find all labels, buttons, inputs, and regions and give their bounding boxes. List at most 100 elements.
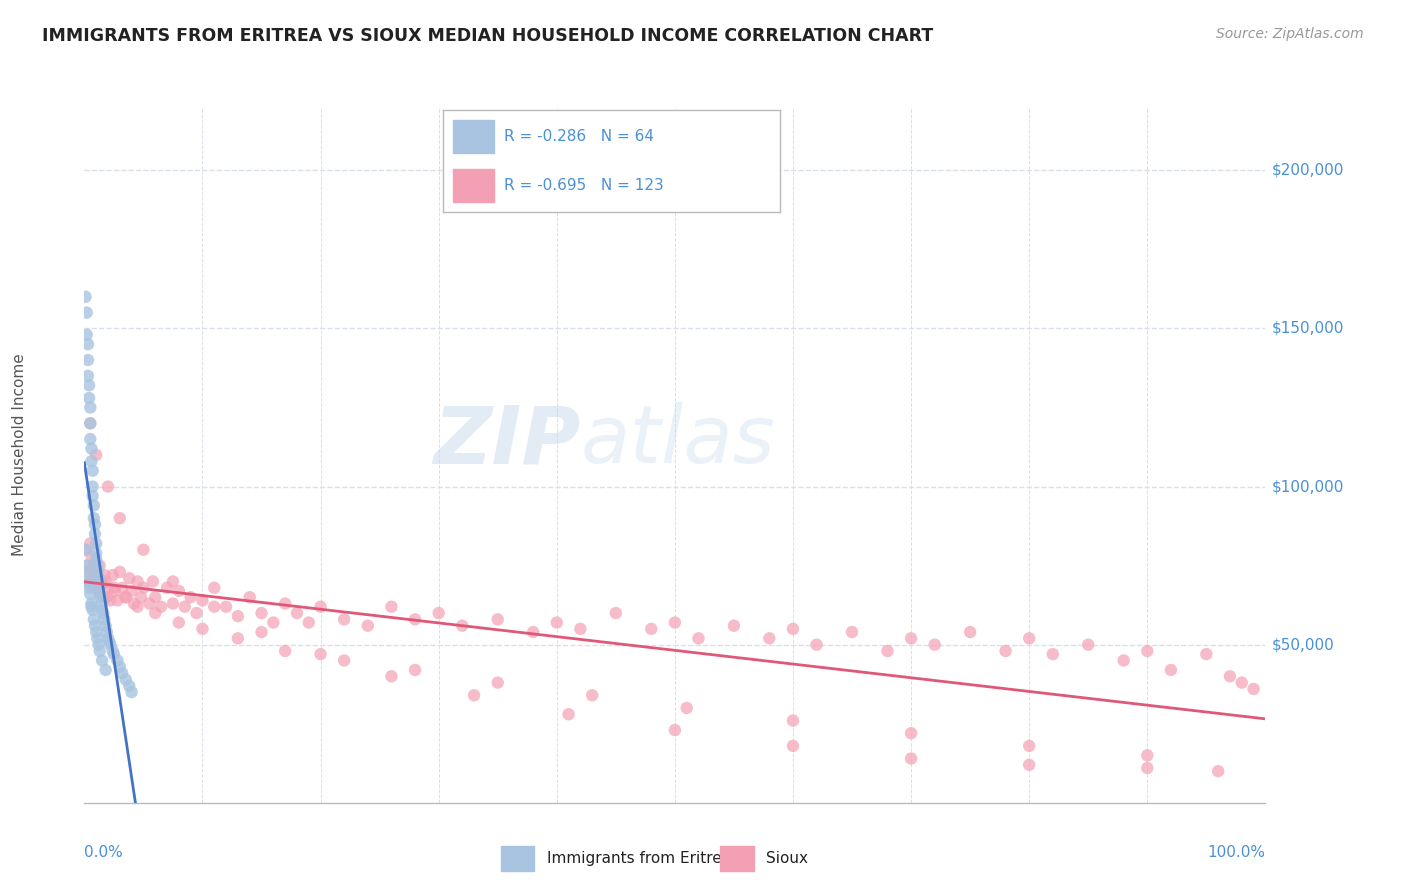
Point — [83, 499, 105, 513]
Point — [522, 625, 544, 640]
Point — [77, 568, 100, 582]
Point — [841, 625, 863, 640]
Point — [262, 615, 284, 630]
Point — [108, 565, 131, 579]
Point — [84, 625, 107, 640]
Point — [96, 625, 118, 640]
Point — [150, 599, 173, 614]
Point — [77, 577, 100, 591]
Point — [557, 707, 579, 722]
Point — [83, 511, 105, 525]
Point — [87, 574, 110, 589]
Point — [82, 479, 104, 493]
Text: R = -0.286   N = 64: R = -0.286 N = 64 — [503, 128, 654, 144]
Point — [167, 615, 190, 630]
Point — [98, 638, 121, 652]
Point — [80, 599, 103, 614]
Point — [156, 581, 179, 595]
Point — [89, 644, 111, 658]
Text: 100.0%: 100.0% — [1208, 845, 1265, 860]
Point — [380, 669, 402, 683]
Point — [91, 603, 114, 617]
Point — [357, 618, 380, 632]
Text: R = -0.695   N = 123: R = -0.695 N = 123 — [503, 178, 664, 194]
Point — [83, 612, 105, 626]
Point — [101, 644, 124, 658]
Point — [122, 597, 145, 611]
Point — [664, 723, 686, 737]
Point — [91, 574, 114, 589]
Point — [250, 606, 273, 620]
Point — [1206, 764, 1229, 779]
Point — [91, 606, 114, 620]
Point — [97, 632, 120, 646]
Point — [80, 549, 103, 563]
Point — [404, 612, 426, 626]
Text: IMMIGRANTS FROM ERITREA VS SIOUX MEDIAN HOUSEHOLD INCOME CORRELATION CHART: IMMIGRANTS FROM ERITREA VS SIOUX MEDIAN … — [42, 27, 934, 45]
Point — [1136, 644, 1159, 658]
Point — [91, 591, 114, 605]
Point — [107, 593, 129, 607]
Point — [94, 574, 117, 589]
Text: 0.0%: 0.0% — [84, 845, 124, 860]
Point — [486, 675, 509, 690]
Point — [191, 593, 214, 607]
Point — [114, 591, 136, 605]
Point — [82, 603, 104, 617]
Point — [132, 581, 155, 595]
Point — [1195, 647, 1218, 661]
Point — [89, 587, 111, 601]
Point — [75, 542, 97, 557]
Point — [103, 581, 125, 595]
Point — [108, 511, 131, 525]
Point — [80, 597, 103, 611]
Point — [1219, 669, 1241, 683]
Point — [83, 558, 105, 573]
Point — [79, 536, 101, 550]
Text: Sioux: Sioux — [766, 851, 808, 866]
Point — [97, 581, 120, 595]
Point — [427, 606, 450, 620]
Bar — [501, 847, 534, 871]
Point — [91, 653, 114, 667]
Point — [90, 591, 112, 605]
Point — [605, 606, 627, 620]
Point — [82, 568, 104, 582]
Point — [87, 571, 110, 585]
Point — [111, 581, 134, 595]
Point — [107, 653, 129, 667]
Point — [333, 612, 356, 626]
Point — [900, 726, 922, 740]
Point — [101, 568, 124, 582]
Point — [569, 622, 592, 636]
Point — [463, 688, 485, 702]
Point — [782, 622, 804, 636]
Point — [806, 638, 828, 652]
Point — [309, 647, 332, 661]
Point — [83, 581, 105, 595]
Point — [77, 368, 100, 383]
Text: $150,000: $150,000 — [1271, 321, 1344, 336]
Point — [664, 615, 686, 630]
Point — [75, 290, 97, 304]
Point — [82, 489, 104, 503]
Point — [118, 679, 141, 693]
Point — [79, 401, 101, 415]
Point — [77, 391, 100, 405]
Text: Source: ZipAtlas.com: Source: ZipAtlas.com — [1216, 27, 1364, 41]
Point — [93, 612, 115, 626]
Point — [94, 663, 117, 677]
Point — [1018, 757, 1040, 772]
Point — [143, 591, 166, 605]
Point — [84, 618, 107, 632]
Point — [298, 615, 321, 630]
Point — [86, 558, 108, 573]
Text: Immigrants from Eritrea: Immigrants from Eritrea — [547, 851, 731, 866]
Point — [108, 660, 131, 674]
Point — [162, 574, 184, 589]
Point — [132, 542, 155, 557]
Text: atlas: atlas — [581, 402, 775, 480]
Point — [89, 558, 111, 573]
Point — [581, 688, 603, 702]
Point — [79, 587, 101, 601]
